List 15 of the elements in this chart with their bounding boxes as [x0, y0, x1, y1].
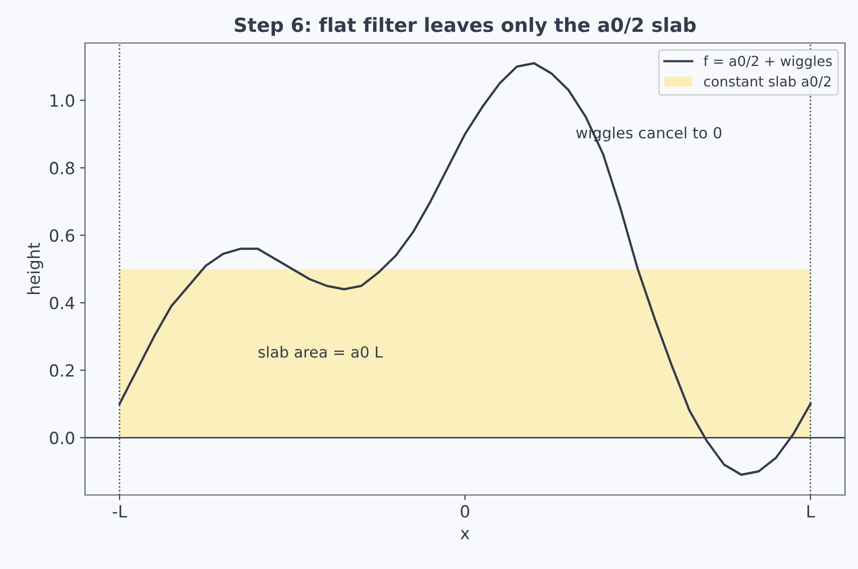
y-tick-label: 0.0 [50, 432, 74, 444]
y-axis-title: height [27, 242, 44, 294]
x-tick-label: L [807, 505, 816, 518]
x-tick-label: -L [112, 505, 128, 518]
x-tick-label: 0 [460, 505, 470, 518]
y-tick-label: 1.0 [50, 94, 74, 107]
y-tick-label: 0.8 [50, 162, 74, 174]
chart-title: Step 6: flat filter leaves only the a0/2 slab [234, 17, 696, 36]
legend-label: f = a0/2 + wiggles [704, 56, 832, 69]
annotation: slab area = a0 L [258, 346, 383, 358]
y-tick-label: 0.4 [50, 296, 74, 310]
y-tick-label: 0.2 [50, 364, 74, 377]
x-axis-title: x [460, 530, 470, 540]
y-tick-label: 0.6 [50, 229, 74, 242]
legend-label: constant slab a0/2 [704, 76, 830, 88]
